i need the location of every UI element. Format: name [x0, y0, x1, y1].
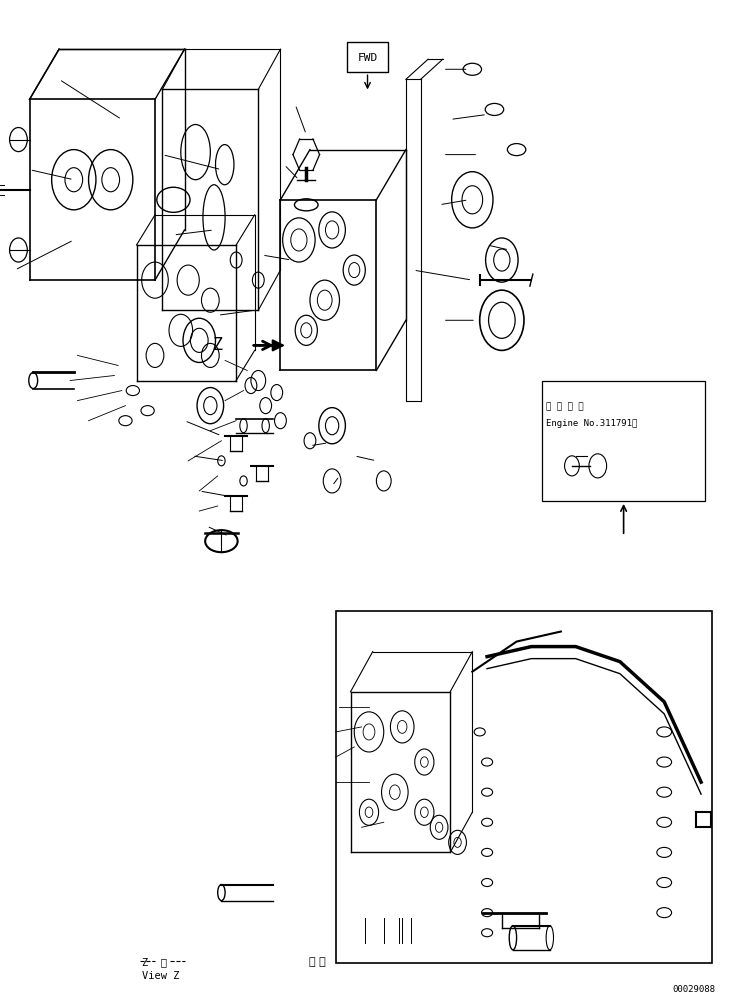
FancyBboxPatch shape — [347, 43, 388, 73]
Text: 適 用 号 機: 適 用 号 機 — [546, 402, 584, 410]
Text: View Z: View Z — [142, 970, 179, 980]
Text: － －: － － — [309, 956, 325, 966]
Text: Z: Z — [213, 336, 223, 354]
Bar — [542, 381, 705, 502]
Text: FWD: FWD — [357, 53, 378, 63]
Text: Engine No.311791～: Engine No.311791～ — [546, 419, 638, 427]
Text: 00029088: 00029088 — [673, 984, 716, 993]
Bar — [336, 612, 712, 963]
Text: Z  視: Z 視 — [142, 956, 167, 966]
